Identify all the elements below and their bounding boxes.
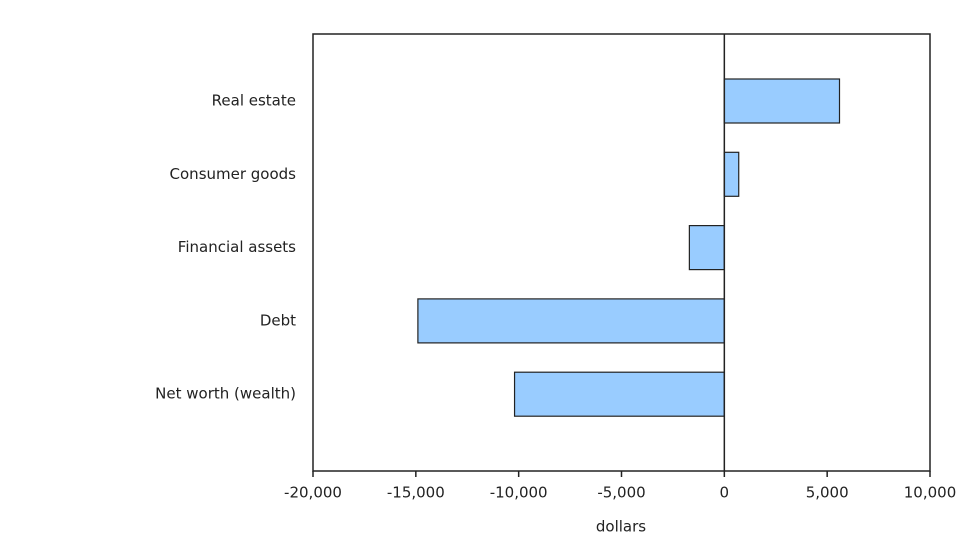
x-axis-label: dollars [596,518,646,536]
y-tick-label: Debt [260,311,296,329]
bar [688,225,725,271]
x-tick-label: 0 [720,484,730,502]
bar [417,298,725,344]
y-tick-label: Real estate [212,92,296,110]
y-tick-label: Financial assets [178,238,296,256]
x-tick-label: 5,000 [806,484,849,502]
x-tick-label: 10,000 [904,484,957,502]
x-tick-label: -10,000 [490,484,548,502]
bar [723,151,740,197]
bar [723,78,841,124]
x-tick-label: -20,000 [284,484,342,502]
bar [513,371,725,417]
y-tick-label: Consumer goods [170,165,297,183]
y-tick-label: Net worth (wealth) [155,385,296,403]
x-tick-label: -15,000 [387,484,445,502]
x-tick-label: -5,000 [597,484,645,502]
